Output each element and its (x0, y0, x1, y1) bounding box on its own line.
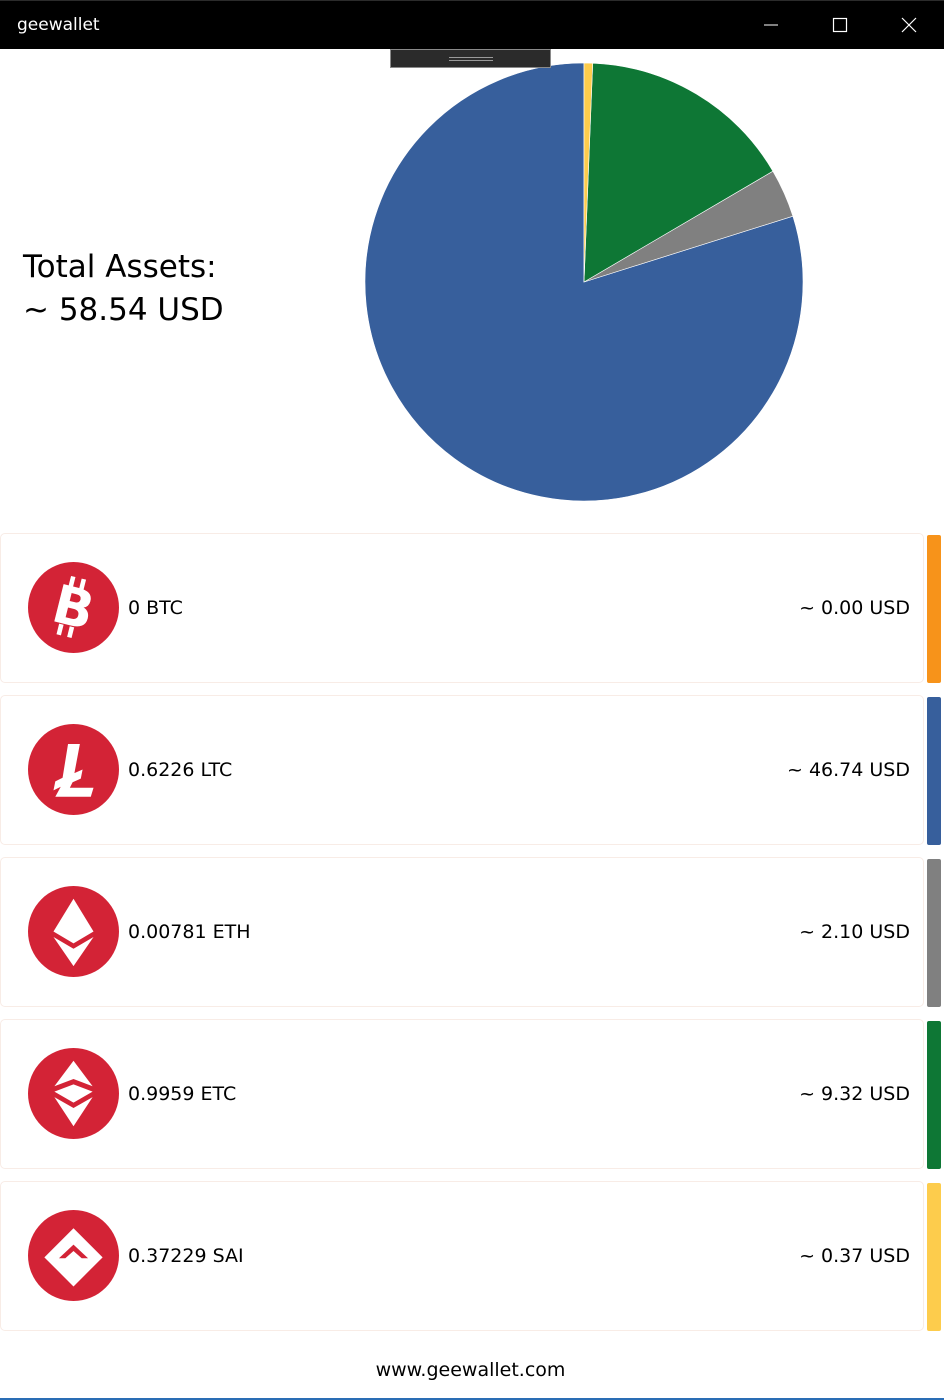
account-fiat-value: ~ 46.74 USD (787, 758, 910, 782)
total-assets-label: Total Assets: (23, 246, 224, 289)
bitcoin-icon: B (28, 562, 119, 653)
account-color-bar (927, 535, 941, 683)
website-link[interactable]: www.geewallet.com (0, 1357, 941, 1383)
account-fiat-value: ~ 0.37 USD (799, 1244, 910, 1268)
account-fiat-value: ~ 0.00 USD (799, 596, 910, 620)
account-fiat-value: ~ 9.32 USD (799, 1082, 910, 1106)
account-amount: 0 BTC (128, 596, 183, 620)
total-assets: Total Assets: ~ 58.54 USD (23, 246, 224, 332)
litecoin-icon (28, 724, 119, 815)
sai-icon (28, 1210, 119, 1301)
account-color-bar (927, 1021, 941, 1169)
account-color-bar (927, 859, 941, 1007)
account-color-bar (927, 1183, 941, 1331)
account-amount: 0.6226 LTC (128, 758, 232, 782)
account-amount: 0.37229 SAI (128, 1244, 244, 1268)
grip-lines (449, 57, 493, 61)
total-assets-value: ~ 58.54 USD (23, 289, 224, 332)
account-amount: 0.9959 ETC (128, 1082, 236, 1106)
ethereum-icon (28, 886, 119, 977)
drag-handle[interactable] (390, 49, 551, 68)
account-card-etc[interactable]: 0.9959 ETC ~ 9.32 USD (0, 1019, 941, 1171)
account-card-sai[interactable]: 0.37229 SAI ~ 0.37 USD (0, 1181, 941, 1333)
account-fiat-value: ~ 2.10 USD (799, 920, 910, 944)
account-card-eth[interactable]: 0.00781 ETH ~ 2.10 USD (0, 857, 941, 1009)
account-color-bar (927, 697, 941, 845)
account-card-ltc[interactable]: 0.6226 LTC ~ 46.74 USD (0, 695, 941, 847)
ethereum-classic-icon (28, 1048, 119, 1139)
account-card-btc[interactable]: B 0 BTC ~ 0.00 USD (0, 533, 941, 685)
account-amount: 0.00781 ETH (128, 920, 251, 944)
